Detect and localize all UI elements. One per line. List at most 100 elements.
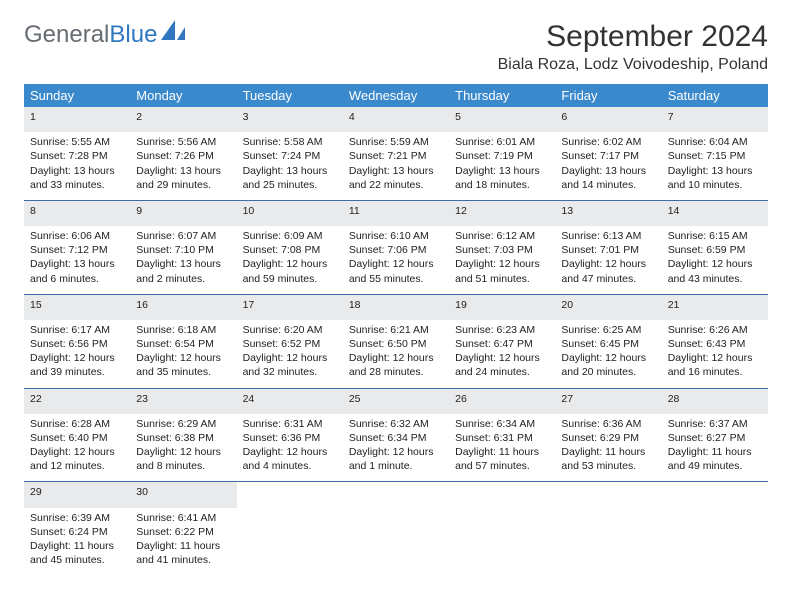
day-detail-cell: Sunrise: 6:07 AMSunset: 7:10 PMDaylight:… (130, 226, 236, 294)
sunset-line: Sunset: 7:08 PM (243, 243, 337, 257)
day-number-cell (662, 482, 768, 508)
sunrise-line: Sunrise: 6:37 AM (668, 417, 762, 431)
sunset-line: Sunset: 6:40 PM (30, 431, 124, 445)
sunrise-line: Sunrise: 6:21 AM (349, 323, 443, 337)
sunrise-line: Sunrise: 6:28 AM (30, 417, 124, 431)
day-detail-cell: Sunrise: 6:09 AMSunset: 7:08 PMDaylight:… (237, 226, 343, 294)
daylight-line: Daylight: 13 hours and 6 minutes. (30, 257, 124, 285)
sunrise-line: Sunrise: 6:34 AM (455, 417, 549, 431)
day-detail-cell: Sunrise: 6:18 AMSunset: 6:54 PMDaylight:… (130, 320, 236, 388)
day-detail-cell: Sunrise: 6:23 AMSunset: 6:47 PMDaylight:… (449, 320, 555, 388)
day-number-cell: 20 (555, 294, 661, 320)
sunrise-line: Sunrise: 6:41 AM (136, 511, 230, 525)
daylight-line: Daylight: 12 hours and 35 minutes. (136, 351, 230, 379)
sunset-line: Sunset: 7:21 PM (349, 149, 443, 163)
sunrise-line: Sunrise: 5:58 AM (243, 135, 337, 149)
day-number-cell: 18 (343, 294, 449, 320)
day-detail-cell: Sunrise: 6:06 AMSunset: 7:12 PMDaylight:… (24, 226, 130, 294)
daylight-line: Daylight: 12 hours and 43 minutes. (668, 257, 762, 285)
daylight-line: Daylight: 12 hours and 47 minutes. (561, 257, 655, 285)
day-number-cell: 6 (555, 107, 661, 132)
day-detail-cell: Sunrise: 5:56 AMSunset: 7:26 PMDaylight:… (130, 132, 236, 200)
sunset-line: Sunset: 6:38 PM (136, 431, 230, 445)
day-detail-cell: Sunrise: 6:13 AMSunset: 7:01 PMDaylight:… (555, 226, 661, 294)
sunrise-line: Sunrise: 6:18 AM (136, 323, 230, 337)
sunset-line: Sunset: 7:01 PM (561, 243, 655, 257)
location: Biala Roza, Lodz Voivodeship, Poland (498, 56, 768, 74)
day-number-cell (343, 482, 449, 508)
sunset-line: Sunset: 7:06 PM (349, 243, 443, 257)
logo-word-general: General (24, 21, 109, 49)
day-number-cell: 29 (24, 482, 130, 508)
day-detail-cell: Sunrise: 6:39 AMSunset: 6:24 PMDaylight:… (24, 508, 130, 576)
day-detail-cell: Sunrise: 6:02 AMSunset: 7:17 PMDaylight:… (555, 132, 661, 200)
day-detail-cell: Sunrise: 6:17 AMSunset: 6:56 PMDaylight:… (24, 320, 130, 388)
weekday-header: Thursday (449, 84, 555, 107)
sunrise-line: Sunrise: 6:17 AM (30, 323, 124, 337)
sunset-line: Sunset: 6:22 PM (136, 525, 230, 539)
day-detail-cell: Sunrise: 6:26 AMSunset: 6:43 PMDaylight:… (662, 320, 768, 388)
sunset-line: Sunset: 6:59 PM (668, 243, 762, 257)
day-detail-cell: Sunrise: 6:37 AMSunset: 6:27 PMDaylight:… (662, 414, 768, 482)
sunset-line: Sunset: 6:54 PM (136, 337, 230, 351)
day-detail-cell: Sunrise: 6:21 AMSunset: 6:50 PMDaylight:… (343, 320, 449, 388)
day-detail-cell (237, 508, 343, 576)
sunrise-line: Sunrise: 6:25 AM (561, 323, 655, 337)
sunrise-line: Sunrise: 6:09 AM (243, 229, 337, 243)
day-number-cell: 15 (24, 294, 130, 320)
daylight-line: Daylight: 12 hours and 20 minutes. (561, 351, 655, 379)
weekday-header: Monday (130, 84, 236, 107)
day-number-cell: 7 (662, 107, 768, 132)
day-detail-cell: Sunrise: 6:12 AMSunset: 7:03 PMDaylight:… (449, 226, 555, 294)
day-number-cell: 22 (24, 388, 130, 414)
sunrise-line: Sunrise: 6:29 AM (136, 417, 230, 431)
day-number-cell: 24 (237, 388, 343, 414)
day-number-cell: 1 (24, 107, 130, 132)
sunrise-line: Sunrise: 6:26 AM (668, 323, 762, 337)
day-number-cell: 12 (449, 200, 555, 226)
sunset-line: Sunset: 6:56 PM (30, 337, 124, 351)
daylight-line: Daylight: 13 hours and 25 minutes. (243, 164, 337, 192)
daylight-line: Daylight: 11 hours and 49 minutes. (668, 445, 762, 473)
day-detail-cell: Sunrise: 6:15 AMSunset: 6:59 PMDaylight:… (662, 226, 768, 294)
sunrise-line: Sunrise: 6:32 AM (349, 417, 443, 431)
sunrise-line: Sunrise: 6:15 AM (668, 229, 762, 243)
day-number-cell (555, 482, 661, 508)
day-number-cell: 4 (343, 107, 449, 132)
sunset-line: Sunset: 6:34 PM (349, 431, 443, 445)
day-detail-cell (449, 508, 555, 576)
sunrise-line: Sunrise: 6:06 AM (30, 229, 124, 243)
sunset-line: Sunset: 6:36 PM (243, 431, 337, 445)
sunset-line: Sunset: 6:27 PM (668, 431, 762, 445)
sunset-line: Sunset: 6:43 PM (668, 337, 762, 351)
sunset-line: Sunset: 6:24 PM (30, 525, 124, 539)
daylight-line: Daylight: 12 hours and 4 minutes. (243, 445, 337, 473)
daylight-line: Daylight: 12 hours and 8 minutes. (136, 445, 230, 473)
daylight-line: Daylight: 12 hours and 24 minutes. (455, 351, 549, 379)
day-detail-cell: Sunrise: 6:31 AMSunset: 6:36 PMDaylight:… (237, 414, 343, 482)
day-detail-cell: Sunrise: 5:59 AMSunset: 7:21 PMDaylight:… (343, 132, 449, 200)
sunset-line: Sunset: 7:28 PM (30, 149, 124, 163)
weekday-header: Sunday (24, 84, 130, 107)
day-number-cell: 11 (343, 200, 449, 226)
logo-sail-icon (161, 20, 187, 49)
daylight-line: Daylight: 12 hours and 55 minutes. (349, 257, 443, 285)
day-number-cell (237, 482, 343, 508)
daylight-line: Daylight: 11 hours and 45 minutes. (30, 539, 124, 567)
daylight-line: Daylight: 12 hours and 39 minutes. (30, 351, 124, 379)
day-detail-cell: Sunrise: 6:29 AMSunset: 6:38 PMDaylight:… (130, 414, 236, 482)
day-number-cell (449, 482, 555, 508)
daylight-line: Daylight: 13 hours and 22 minutes. (349, 164, 443, 192)
sunrise-line: Sunrise: 5:56 AM (136, 135, 230, 149)
day-number-cell: 19 (449, 294, 555, 320)
daylight-line: Daylight: 13 hours and 33 minutes. (30, 164, 124, 192)
day-detail-cell: Sunrise: 6:41 AMSunset: 6:22 PMDaylight:… (130, 508, 236, 576)
day-detail-cell: Sunrise: 6:36 AMSunset: 6:29 PMDaylight:… (555, 414, 661, 482)
day-detail-cell: Sunrise: 6:04 AMSunset: 7:15 PMDaylight:… (662, 132, 768, 200)
day-number-cell: 25 (343, 388, 449, 414)
calendar-table: SundayMondayTuesdayWednesdayThursdayFrid… (24, 84, 768, 575)
day-number-cell: 13 (555, 200, 661, 226)
sunrise-line: Sunrise: 6:39 AM (30, 511, 124, 525)
day-number-cell: 23 (130, 388, 236, 414)
daylight-line: Daylight: 11 hours and 53 minutes. (561, 445, 655, 473)
